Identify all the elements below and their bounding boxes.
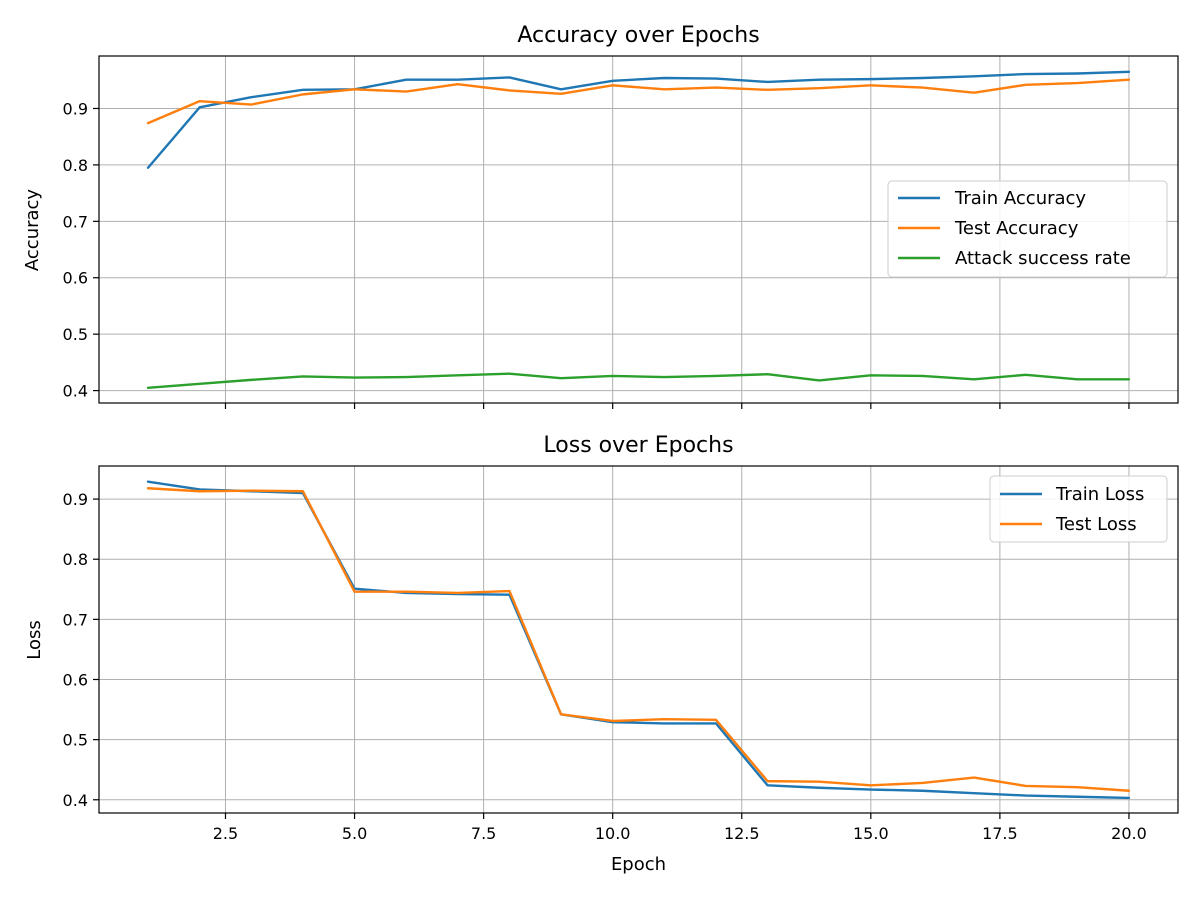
legend-label-train-loss: Train Loss xyxy=(1055,484,1144,505)
accuracy-grid xyxy=(99,56,1178,403)
accuracy-series xyxy=(146,70,1131,389)
accuracy-plot-frame xyxy=(98,55,1179,404)
accuracy-y-tick-label: 0.4 xyxy=(63,382,88,401)
accuracy-y-tick-label: 0.7 xyxy=(63,212,88,231)
loss-x-tick-label: 2.5 xyxy=(213,824,238,843)
loss-y-tick-label: 0.6 xyxy=(63,670,88,689)
legend-label-train-accuracy: Train Accuracy xyxy=(954,188,1086,209)
loss-legend-box xyxy=(989,475,1168,543)
accuracy-chart-title: Accuracy over Epochs xyxy=(517,23,759,48)
accuracy-y-tick-label: 0.9 xyxy=(63,99,88,118)
accuracy-legend: Train Accuracy Test Accuracy Attack succ… xyxy=(887,180,1168,278)
loss-chart-title: Loss over Epochs xyxy=(543,433,733,458)
series-line-train-accuracy xyxy=(146,70,1131,169)
series-line-attack-success-rate xyxy=(146,372,1131,389)
loss-x-tick-label: 12.5 xyxy=(724,824,760,843)
accuracy-y-tick-label: 0.6 xyxy=(63,269,88,288)
loss-ticks: 2.5 5.0 7.5 10.0 12.5 15.0 17.5 20.0 0.4 0.5 0.6 0.… xyxy=(63,490,1147,843)
accuracy-y-tick-label: 0.8 xyxy=(63,156,88,175)
accuracy-ticks: 0.4 0.5 0.6 0.7 0.8 0.9 xyxy=(63,99,1130,409)
accuracy-legend-box xyxy=(887,180,1168,278)
loss-plot-frame xyxy=(98,465,1179,814)
loss-y-tick-label: 0.9 xyxy=(63,490,88,509)
loss-x-tick-label: 15.0 xyxy=(853,824,889,843)
loss-y-tick-label: 0.7 xyxy=(63,610,88,629)
legend-label-attack-success-rate: Attack success rate xyxy=(955,248,1131,269)
legend-label-test-accuracy: Test Accuracy xyxy=(954,218,1079,239)
loss-y-tick-label: 0.8 xyxy=(63,550,88,569)
accuracy-chart: Accuracy over Epochs Accuracy 0.40.50.60… xyxy=(22,23,1179,409)
series-line-test-accuracy xyxy=(146,78,1131,125)
loss-y-tick-label: 0.5 xyxy=(63,731,88,750)
accuracy-y-axis-label: Accuracy xyxy=(22,189,43,272)
loss-series xyxy=(146,480,1131,800)
loss-x-tick-label: 7.5 xyxy=(471,824,496,843)
loss-x-tick-label: 10.0 xyxy=(595,824,631,843)
loss-legend: Train Loss Test Loss xyxy=(989,475,1168,543)
loss-chart: Loss over Epochs Loss Epoch 2.5 5.0 7.5 10.… xyxy=(24,433,1179,875)
legend-label-test-loss: Test Loss xyxy=(1055,514,1137,535)
loss-x-tick-label: 20.0 xyxy=(1111,824,1147,843)
accuracy-y-tick-label: 0.5 xyxy=(63,325,88,344)
series-line-test-loss xyxy=(146,487,1131,792)
loss-x-axis-label: Epoch xyxy=(611,854,666,875)
loss-y-axis-label: Loss xyxy=(24,620,45,659)
loss-x-tick-label: 5.0 xyxy=(342,824,367,843)
loss-x-tick-label: 17.5 xyxy=(982,824,1018,843)
loss-y-tick-label: 0.4 xyxy=(63,791,88,810)
